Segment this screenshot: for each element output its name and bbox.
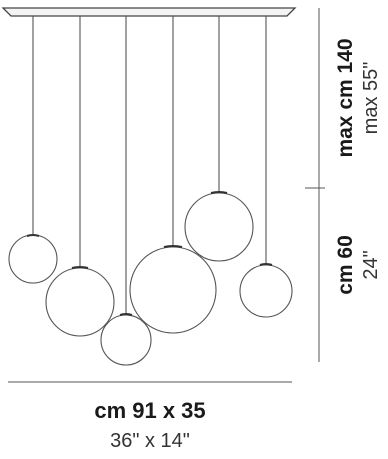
- globe-1: [8, 234, 58, 284]
- globe-3: [100, 313, 152, 366]
- base-cm-label: cm 91 x 35: [94, 398, 205, 423]
- base-in-label: 36" x 14": [110, 430, 190, 452]
- globe-5: [184, 191, 254, 262]
- ceiling-canopy: [1, 7, 297, 17]
- globe-2: [45, 266, 115, 337]
- glass-globes: [8, 191, 293, 366]
- globe-drop-cm-label: cm 60: [334, 235, 357, 295]
- globe-4: [129, 245, 217, 334]
- globe-6: [239, 263, 293, 318]
- globe-drop-in-label: 24": [360, 250, 382, 279]
- suspension-cables: [32, 16, 267, 315]
- height-max-cm-label: max cm 140: [334, 38, 357, 157]
- height-dimension-line: [305, 8, 325, 362]
- height-max-in-label: max 55": [360, 62, 382, 135]
